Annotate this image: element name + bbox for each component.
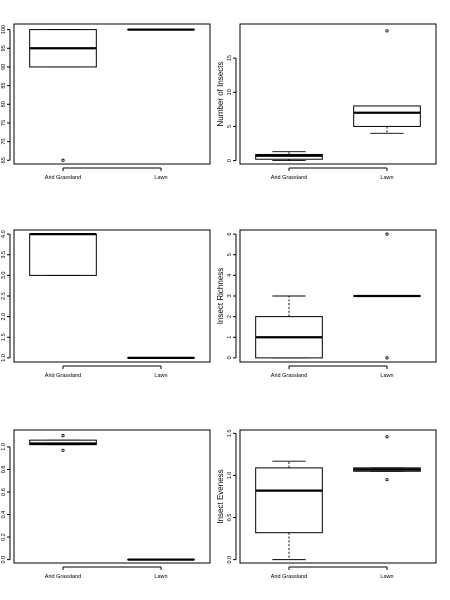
box-arid-grassland <box>255 151 323 162</box>
y-tick-label: 15 <box>227 55 233 61</box>
y-axis-label: Insect Eveness <box>216 469 225 523</box>
y-tick-label: 3.5 <box>1 251 7 259</box>
y-tick-label: 0 <box>227 356 233 359</box>
box-arid-grassland <box>29 434 97 452</box>
outlier-point <box>385 435 389 439</box>
y-tick-label: 100 <box>1 25 7 34</box>
y-tick-label: 0.8 <box>1 466 7 474</box>
x-tick-label: Arid Grassland <box>45 175 81 181</box>
y-tick-label: 0 <box>227 159 233 162</box>
box-iqr <box>255 467 323 534</box>
box-lawn <box>353 435 421 482</box>
y-tick-label: 65 <box>1 157 7 163</box>
y-tick-label: 2 <box>227 315 233 318</box>
y-axis-label: Insect Richness <box>216 268 225 324</box>
outlier-point <box>61 448 65 452</box>
y-tick-label: 90 <box>1 64 7 70</box>
box-arid-grassland <box>29 29 97 162</box>
y-tick-label: 0.4 <box>1 511 7 519</box>
y-tick-label: 0.0 <box>227 556 233 564</box>
y-tick-label: 5 <box>227 125 233 128</box>
x-tick-label: Lawn <box>154 175 167 181</box>
x-tick-label: Lawn <box>154 574 167 580</box>
plot-frame <box>239 229 437 363</box>
y-tick-label: 2.0 <box>1 313 7 321</box>
y-tick-label: 3 <box>227 294 233 297</box>
y-tick-label: 95 <box>1 45 7 51</box>
y-tick-label: 1.5 <box>227 430 233 438</box>
outlier-point <box>385 29 389 33</box>
box-lawn <box>353 29 421 134</box>
x-tick-label: Arid Grassland <box>45 574 81 580</box>
y-tick-label: 1.5 <box>1 333 7 341</box>
panel-3: 1.01.52.02.53.03.54.0Plant RichnessArid … <box>1 229 211 379</box>
plot-frame <box>13 23 211 165</box>
y-tick-label: 75 <box>1 120 7 126</box>
box-iqr <box>29 439 97 446</box>
box-iqr <box>29 233 97 276</box>
outlier-point <box>61 158 65 162</box>
outlier-point <box>385 232 389 236</box>
panel-6: 0.0 0.5 1.0 1.5 Insect Eveness Arid Grassland… <box>216 429 437 580</box>
y-tick-label: 3.0 <box>1 272 7 280</box>
panel-1: 65707580859095100Plant Total CoverArid G… <box>1 23 211 181</box>
y-tick-label: 85 <box>1 83 7 89</box>
x-tick-label: Lawn <box>380 574 393 580</box>
plot-frame <box>239 23 437 165</box>
x-tick-label: Lawn <box>380 175 393 181</box>
box-arid-grassland <box>255 460 323 561</box>
y-tick-label: 0.6 <box>1 488 7 496</box>
x-tick-label: Arid Grassland <box>271 373 307 379</box>
y-tick-label: 1 <box>227 336 233 339</box>
box-iqr <box>353 105 421 127</box>
outlier-point <box>385 356 389 360</box>
panel-4: 0 1 2 3 4 5 6 Insect Richness Arid Grassland Lawn <box>216 229 437 379</box>
y-tick-label: 4 <box>227 274 233 277</box>
y-tick-label: 80 <box>1 101 7 107</box>
y-tick-label: 2.5 <box>1 292 7 300</box>
box-arid-grassland <box>29 233 97 276</box>
outlier-point <box>61 434 65 438</box>
y-axis-label: Number of Insects <box>216 62 225 127</box>
box-arid-grassland <box>255 295 323 359</box>
y-tick-label: 0.2 <box>1 533 7 541</box>
outlier-point <box>385 478 389 482</box>
y-tick-label: 10 <box>227 89 233 95</box>
x-tick-label: Lawn <box>154 373 167 379</box>
box-lawn <box>353 232 421 360</box>
y-tick-label: 1.0 <box>227 472 233 480</box>
y-tick-label: 70 <box>1 139 7 145</box>
y-tick-label: 1.0 <box>1 443 7 451</box>
x-tick-label: Arid Grassland <box>271 574 307 580</box>
plot-frame <box>13 229 211 363</box>
plot-frame <box>13 429 211 564</box>
y-tick-label: 4.0 <box>1 230 7 238</box>
y-tick-label: 6 <box>227 233 233 236</box>
y-tick-label: 0.0 <box>1 556 7 564</box>
y-tick-label: 0.5 <box>227 514 233 522</box>
x-tick-label: Arid Grassland <box>45 373 81 379</box>
plot-frame <box>239 429 437 564</box>
y-tick-label: 1.0 <box>1 354 7 362</box>
y-tick-label: 5 <box>227 253 233 256</box>
x-tick-label: Lawn <box>380 373 393 379</box>
x-tick-label: Arid Grassland <box>271 175 307 181</box>
